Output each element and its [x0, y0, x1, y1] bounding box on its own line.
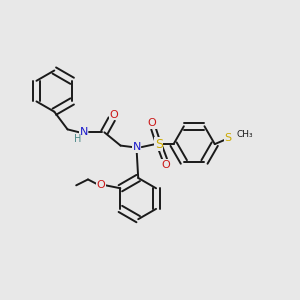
- Text: O: O: [110, 110, 118, 120]
- Text: S: S: [224, 133, 232, 142]
- Text: O: O: [162, 160, 171, 170]
- Text: S: S: [155, 138, 163, 151]
- Text: O: O: [97, 180, 106, 190]
- Text: N: N: [133, 142, 141, 152]
- Text: O: O: [148, 118, 156, 128]
- Text: H: H: [74, 134, 81, 144]
- Text: CH₃: CH₃: [237, 130, 253, 139]
- Text: N: N: [80, 127, 88, 137]
